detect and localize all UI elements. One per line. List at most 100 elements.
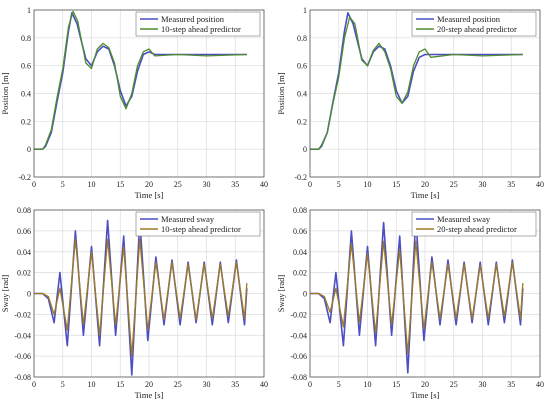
y-tick-label: 0.08 [17,206,31,215]
legend-box [135,11,261,37]
y-axis-label: Position [m] [276,72,286,114]
x-tick-label: 20 [421,380,429,389]
x-axis-label: Time [s] [135,390,164,400]
x-tick-label: 35 [507,180,515,189]
x-tick-label: 35 [507,380,515,389]
x-tick-label: 15 [392,180,400,189]
x-tick-label: 30 [203,380,211,389]
y-axis-label: Position [m] [0,72,10,114]
chart-panel-3: 0 5 10 15 20 25 30 35 40 -0.08 -0.06 -0.04 -0.02 0 0.0… [0,206,268,400]
x-tick-label: 20 [421,180,429,189]
y-tick-label: 0.06 [293,227,307,236]
x-tick-label: 20 [145,180,153,189]
legend-entry-2: 10-step ahead predictor [161,24,241,34]
y-axis-label: Sway [rad] [0,275,10,313]
y-tick-label: 0.06 [17,227,31,236]
y-tick-label: 0.02 [17,269,31,278]
legend-box [411,211,537,237]
series-line-2 [34,10,247,150]
x-tick-label: 40 [536,180,544,189]
x-tick-label: 35 [231,380,239,389]
x-tick-label: 15 [116,180,124,189]
x-tick-label: 40 [260,380,268,389]
x-tick-label: 30 [479,380,487,389]
x-tick-label: 15 [392,380,400,389]
y-tick-label: 0.4 [21,90,31,99]
legend-entry-2: 20-step ahead predictor [437,24,517,34]
x-tick-label: 5 [61,180,65,189]
x-tick-label: 15 [116,380,124,389]
y-tick-label: 0 [27,145,31,154]
x-tick-label: 40 [536,380,544,389]
y-tick-label: 0.08 [293,206,307,215]
axes-frame [309,209,541,378]
x-tick-label: 30 [203,180,211,189]
y-tick-label: 1 [303,6,307,15]
legend-entry-1: Measured sway [437,214,491,224]
x-tick-label: 0 [32,180,36,189]
x-tick-label: 5 [61,380,65,389]
y-tick-label: 0.02 [293,269,307,278]
x-tick-label: 25 [174,380,182,389]
y-tick-label: -0.2 [294,173,307,182]
y-tick-label: -0.06 [14,352,31,361]
x-axis-label: Time [s] [411,390,440,400]
y-tick-label: -0.02 [14,310,31,319]
axes-frame [33,209,265,378]
x-tick-label: 35 [231,180,239,189]
y-tick-label: 1 [27,6,31,15]
y-axis-label: Sway [rad] [276,275,286,313]
x-tick-label: 0 [308,180,312,189]
y-tick-label: 0.04 [17,248,31,257]
y-tick-label: 0.2 [21,117,31,126]
x-tick-label: 25 [450,380,458,389]
y-tick-label: -0.08 [14,373,31,382]
y-tick-label: -0.02 [290,310,307,319]
y-tick-label: 0.8 [21,34,31,43]
x-tick-label: 10 [364,180,372,189]
y-tick-label: 0.6 [21,62,31,71]
y-tick-label: 0.8 [297,34,307,43]
x-tick-label: 0 [32,380,36,389]
x-tick-label: 40 [260,180,268,189]
x-tick-label: 30 [479,180,487,189]
chart-panel-4: 0 5 10 15 20 25 30 35 40 -0.08 -0.06 -0.04 -0.02 0 0.0… [276,206,544,400]
x-tick-label: 5 [337,380,341,389]
y-tick-label: 0 [27,290,31,299]
axes-frame [309,9,541,178]
x-tick-label: 10 [88,380,96,389]
legend-entry-1: Measured sway [161,214,215,224]
y-tick-label: -0.06 [290,352,307,361]
x-tick-label: 20 [145,380,153,389]
legend-entry-1: Measured position [161,14,225,24]
y-tick-label: 0.6 [297,62,307,71]
x-axis-label: Time [s] [411,190,440,200]
y-tick-label: 0.04 [293,248,307,257]
x-axis-label: Time [s] [135,190,164,200]
series-line-2 [34,238,248,357]
series-line-2 [310,16,523,150]
y-tick-label: 0 [303,145,307,154]
legend-box [411,11,537,37]
series-line-1 [34,12,247,150]
legend-box [135,211,261,237]
y-tick-label: -0.08 [290,373,307,382]
legend-entry-2: 10-step ahead predictor [161,224,241,234]
y-tick-label: 0.2 [297,117,307,126]
x-tick-label: 5 [337,180,341,189]
y-tick-label: -0.04 [290,331,307,340]
y-tick-label: 0 [303,290,307,299]
legend-entry-1: Measured position [437,14,501,24]
x-tick-label: 0 [308,380,312,389]
axes-frame [33,9,265,178]
x-tick-label: 10 [88,180,96,189]
y-tick-label: -0.04 [14,331,31,340]
